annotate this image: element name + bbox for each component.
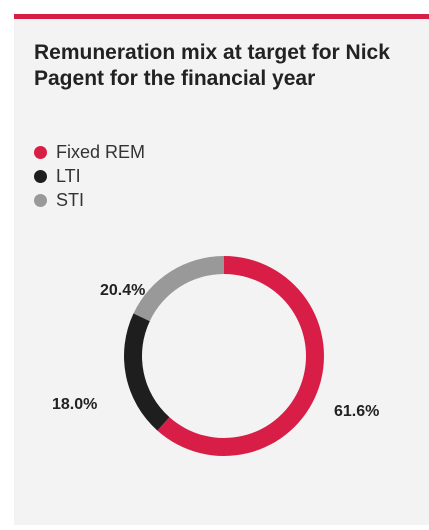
donut-slice-lti [124,313,170,431]
donut-labels: 61.6% 20.4% 18.0% [52,282,379,420]
data-label-sti: 18.0% [52,396,97,413]
chart-title: Remuneration mix at target for Nick Page… [34,41,390,90]
donut-slice-fixed-rem [157,256,324,456]
legend-item-fixed-rem: Fixed REM [34,140,145,164]
chart-panel: Remuneration mix at target for Nick Page… [14,14,429,525]
legend-label-lti: LTI [56,165,81,186]
legend-label-fixed-rem: Fixed REM [56,141,146,162]
legend-swatch-sti [34,193,47,207]
legend-swatch-fixed-rem [34,145,47,159]
legend: Fixed REM LTI STI [34,140,145,212]
donut-chart: 61.6% 20.4% 18.0% [52,256,379,456]
donut-slice-sti [133,256,224,322]
data-label-fixed-rem: 61.6% [334,403,379,420]
legend-label-sti: STI [56,189,85,210]
legend-item-lti: LTI [34,164,145,188]
legend-swatch-lti [34,169,47,183]
legend-item-sti: STI [34,188,145,212]
data-label-lti: 20.4% [100,282,145,299]
donut-slices [124,256,324,456]
